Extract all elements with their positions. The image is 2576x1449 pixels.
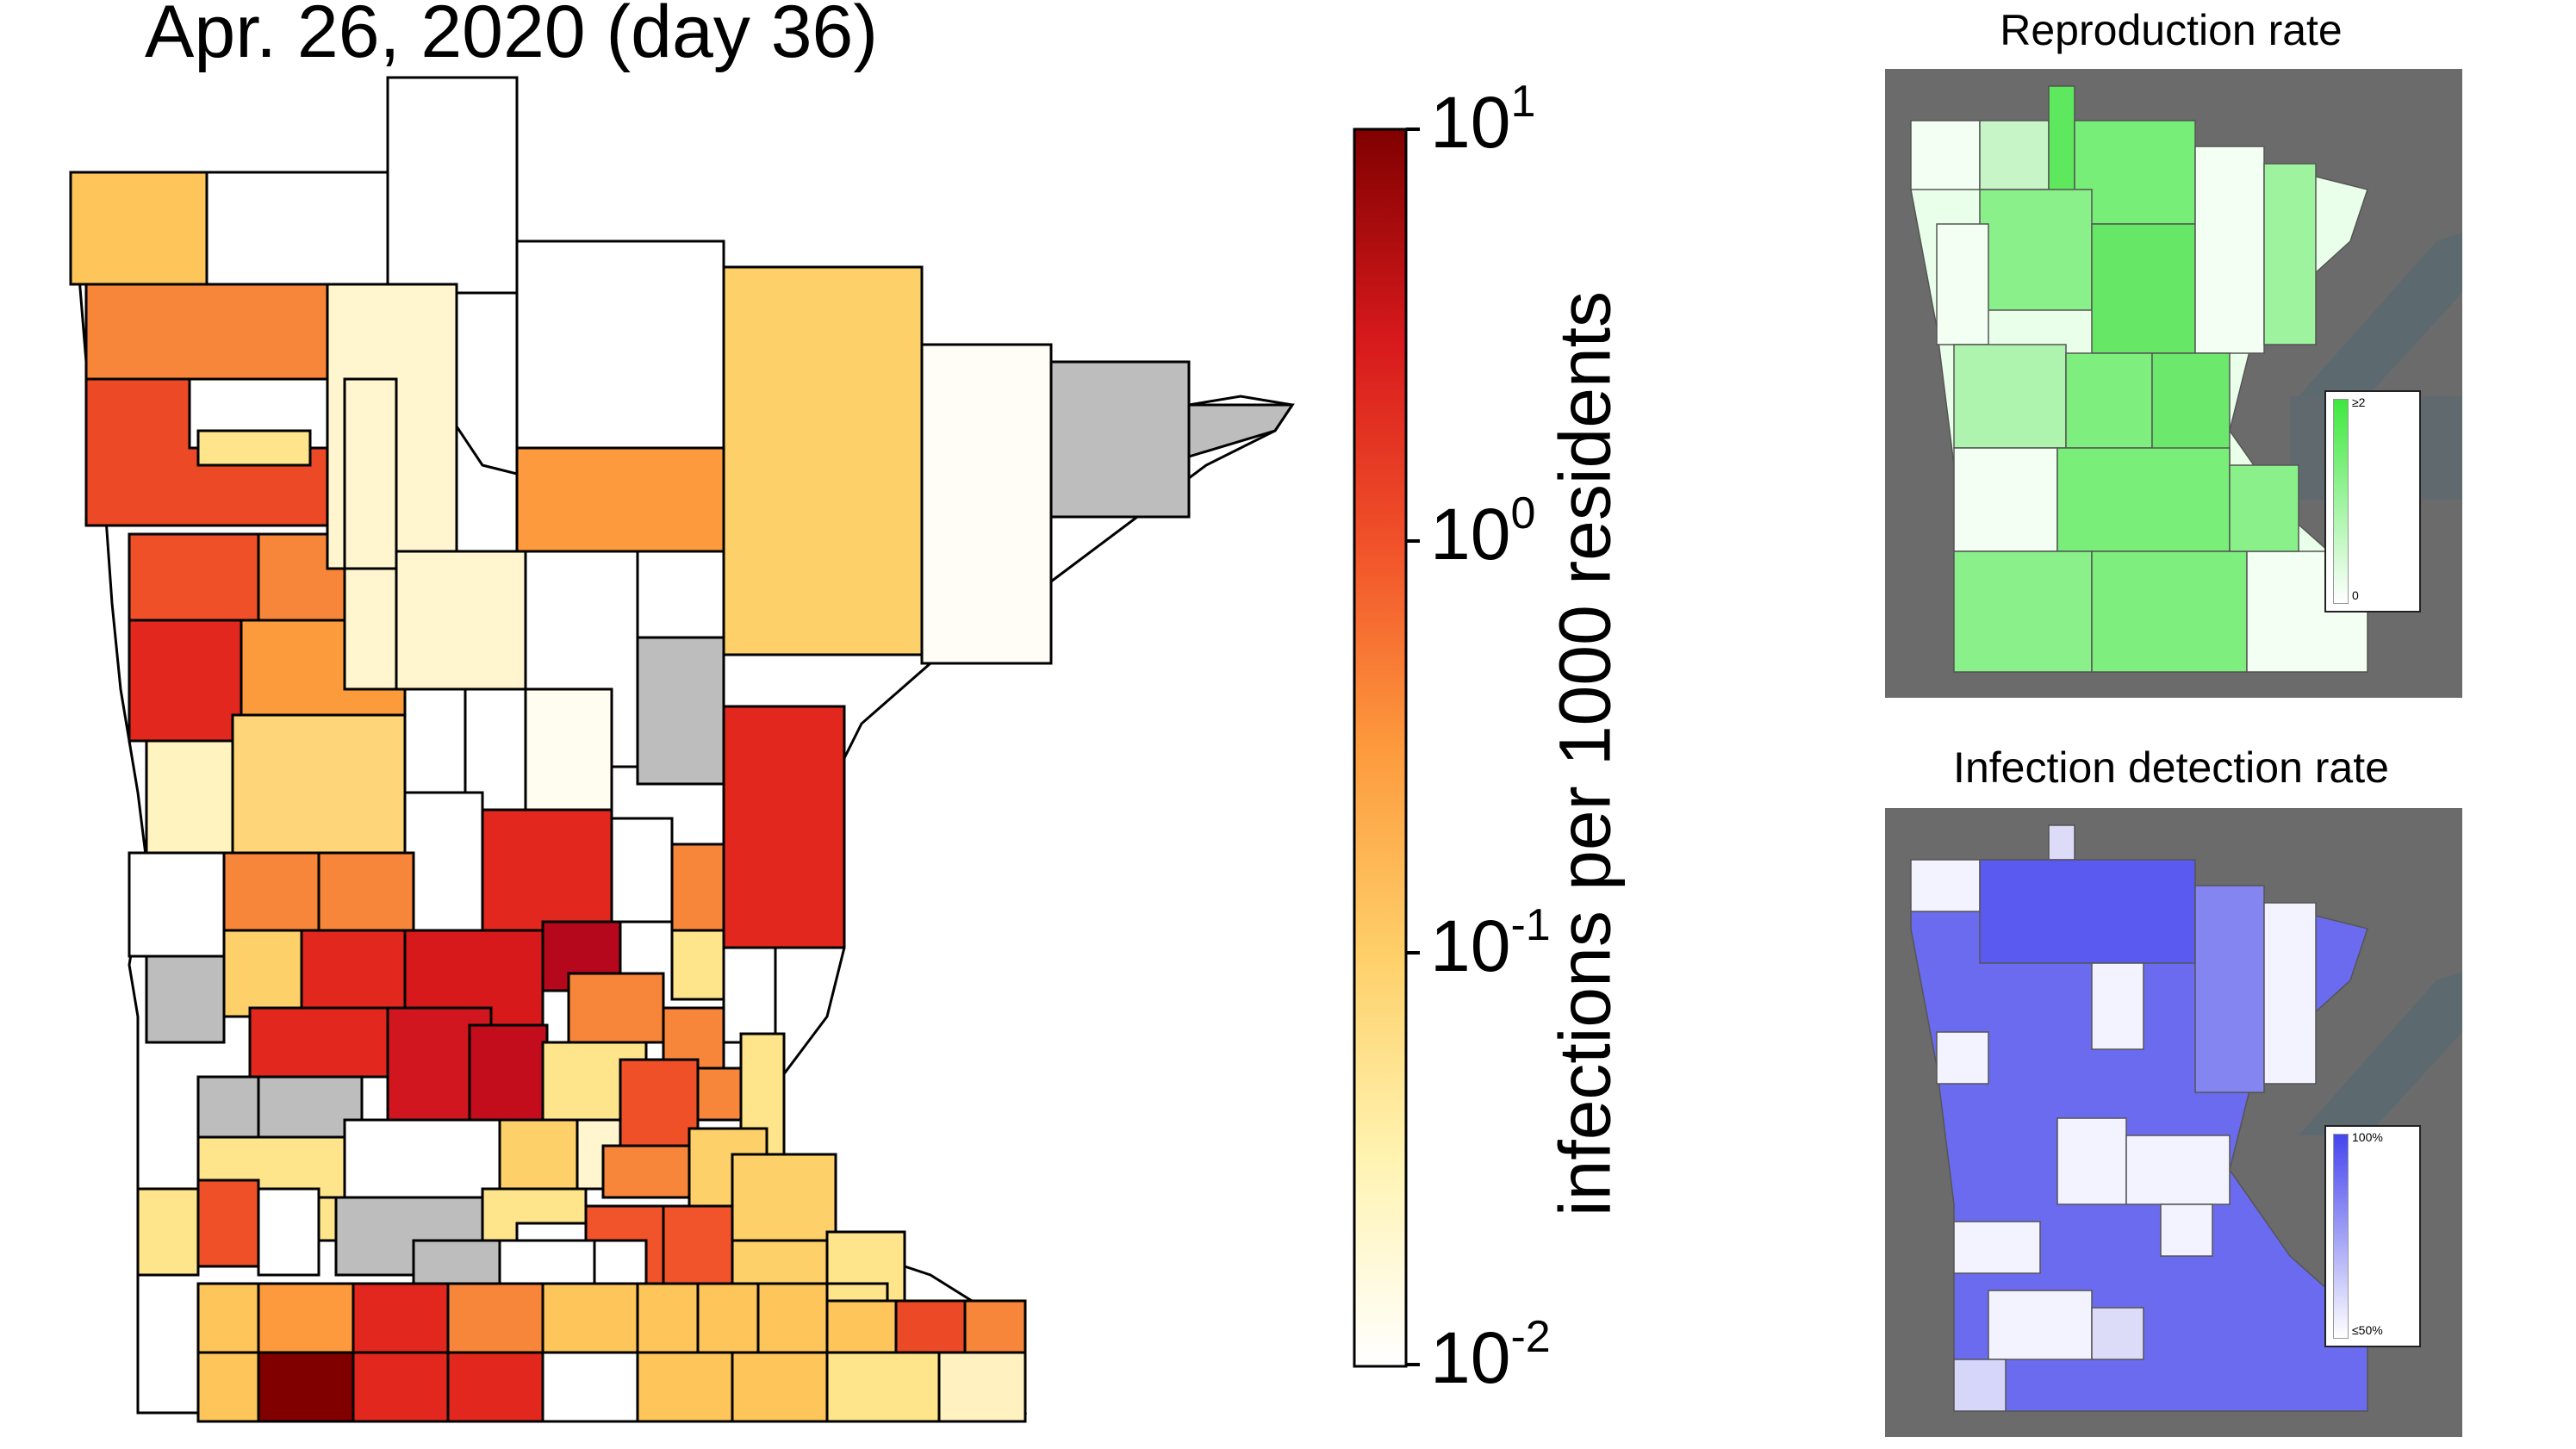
county-brown [412,1239,501,1285]
county-freeborn2 [636,1351,734,1423]
reproduction-legend: ≥2 0 [2324,390,2421,613]
county-winona [825,1299,898,1354]
county-hubbard [343,567,398,691]
detection-legend-min: ≤50% [2352,1323,2383,1337]
county-steele [696,1282,760,1354]
county-meeker [468,1023,549,1122]
county-morrison [481,808,613,932]
county-sherburne [567,972,665,1044]
detection-panel-title: Infection detection rate [1953,743,2389,792]
reproduction-legend-min: 0 [2352,588,2359,602]
county-hennepin [619,1058,700,1147]
county-dodge [731,1239,829,1285]
county-renville [343,1118,501,1199]
county-brown2 [446,1351,544,1423]
county-swift [248,1006,398,1079]
county-pipestone [196,1178,260,1268]
county-mower [756,1282,829,1354]
county-traverse [128,851,226,958]
county-blank [541,1351,639,1423]
county-houston2 [937,1351,1027,1423]
county-pope [300,929,407,1018]
detection-legend: 100% ≤50% [2324,1125,2421,1347]
reproduction-legend-ramp [2333,399,2349,604]
county-marshall [84,283,329,381]
reproduction-panel-title: Reproduction rate [2000,6,2343,54]
county-houston [963,1299,1027,1354]
county-rock-row1 [196,1282,260,1354]
county-lake-of-woods [386,76,519,295]
county-kanabec [670,843,725,932]
county-fillmore2 [825,1351,941,1423]
county-pennington [196,429,312,467]
colorbar-tick-minus1: 10-1 [1430,900,1551,986]
county-scott [601,1144,691,1199]
county-rock [196,1351,260,1423]
colorbar-label: infections per 1000 residents [1544,291,1626,1216]
county-douglas [317,851,415,932]
county-goodhue [731,1153,837,1242]
county-chisago [722,946,777,1044]
colorbar-tick-1: 101 [1430,77,1536,163]
county-waseca [593,1239,648,1285]
county-mower2 [731,1351,829,1423]
county-fillmore [894,1299,967,1354]
county-roseau [205,171,389,286]
county-isanti [670,929,725,1001]
county-watonwan [352,1351,450,1423]
county-carlton [636,636,725,786]
county-itasca [515,446,725,553]
county-koochiching [515,239,725,458]
county-cook-tip [1187,403,1295,459]
county-stevens [222,929,303,1018]
county-kittson [69,171,210,286]
county-mcleod [498,1118,579,1191]
county-norman [128,532,260,622]
county-otter-tail [231,713,407,855]
colorbar [1353,127,1420,1368]
map-title: Apr. 26, 2020 (day 36) [145,0,879,73]
county-cass [395,550,527,691]
county-faribault [541,1282,639,1354]
county-st-louis [722,265,924,656]
detection-legend-ramp [2333,1134,2349,1339]
colorbar-tick-0: 100 [1430,488,1536,575]
minnesota-infection-map [69,76,1295,1423]
county-todd [403,791,484,932]
county-jackson [352,1282,450,1354]
county-blue-earth [498,1239,596,1285]
county-clay [128,619,243,743]
county-cottonwood [257,1351,355,1423]
county-wadena [403,687,467,794]
colorbar-tick-minus2: 10-2 [1430,1312,1551,1398]
county-lincoln [136,1187,200,1277]
county-ramsey [696,1067,743,1122]
county-lake [920,343,1053,665]
county-freeborn [636,1282,700,1354]
county-clearwater [343,377,398,570]
detection-legend-max: 100% [2352,1130,2383,1144]
county-wilkin [145,739,234,855]
county-big-stone [145,955,226,1044]
county-mille-lacs [610,817,674,924]
county-martin [446,1282,544,1354]
county-pine [722,705,846,949]
county-crow-wing [524,687,613,812]
county-nobles [257,1282,355,1354]
reproduction-legend-max: ≥2 [2352,395,2366,409]
county-rice [662,1204,734,1294]
county-cook [1049,360,1191,519]
county-murray [257,1187,320,1277]
county-grant [222,851,320,932]
